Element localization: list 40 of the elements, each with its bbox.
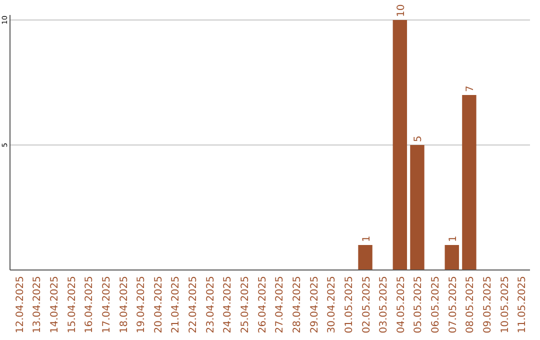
x-tick-label: 18.04.2025	[118, 276, 130, 334]
x-tick-label: 01.05.2025	[344, 276, 355, 334]
x-tick-label: 20.04.2025	[153, 276, 164, 334]
x-tick-label: 29.04.2025	[309, 276, 320, 334]
data-label: 10	[396, 4, 407, 17]
data-label: 1	[361, 236, 372, 242]
bar	[444, 245, 459, 270]
bar	[410, 145, 424, 270]
x-tick-label: 21.04.2025	[170, 276, 182, 334]
x-tick-label: 16.04.2025	[84, 276, 96, 334]
x-tick-label: 15.04.2025	[66, 276, 78, 334]
x-tick-label: 02.05.2025	[361, 276, 372, 334]
data-label: 5	[413, 136, 424, 142]
x-tick-label: 14.04.2025	[49, 276, 60, 334]
x-tick-label: 11.05.2025	[517, 276, 528, 334]
x-tick-label: 09.05.2025	[482, 276, 494, 334]
x-tick-label: 08.05.2025	[465, 276, 476, 334]
data-label: 7	[465, 86, 476, 92]
x-tick-label: 28.04.2025	[292, 276, 303, 334]
x-tick-label: 13.04.2025	[32, 276, 44, 334]
x-tick-label: 26.04.2025	[257, 276, 268, 334]
bar	[358, 245, 372, 270]
x-tick-label: 22.04.2025	[188, 276, 200, 334]
x-tick-label: 24.04.2025	[222, 276, 234, 334]
x-tick-label: 23.04.2025	[205, 276, 216, 334]
x-tick-label: 04.05.2025	[396, 276, 407, 334]
x-tick-label: 05.05.2025	[413, 276, 424, 334]
x-tick-label: 19.04.2025	[136, 276, 148, 334]
data-label: 1	[448, 236, 459, 242]
x-tick-label: 10.05.2025	[500, 276, 511, 334]
x-tick-label: 06.05.2025	[430, 276, 442, 334]
x-tick-label: 30.04.2025	[326, 276, 338, 334]
x-tick-label: 27.04.2025	[274, 276, 286, 334]
x-tick-label: 17.04.2025	[101, 276, 112, 334]
x-tick-label: 12.04.2025	[14, 276, 26, 334]
x-tick-label: 03.05.2025	[378, 276, 390, 334]
x-tick-label: 07.05.2025	[448, 276, 459, 334]
bar	[462, 95, 476, 270]
x-tick-label: 25.04.2025	[240, 276, 252, 334]
bar	[392, 20, 408, 270]
